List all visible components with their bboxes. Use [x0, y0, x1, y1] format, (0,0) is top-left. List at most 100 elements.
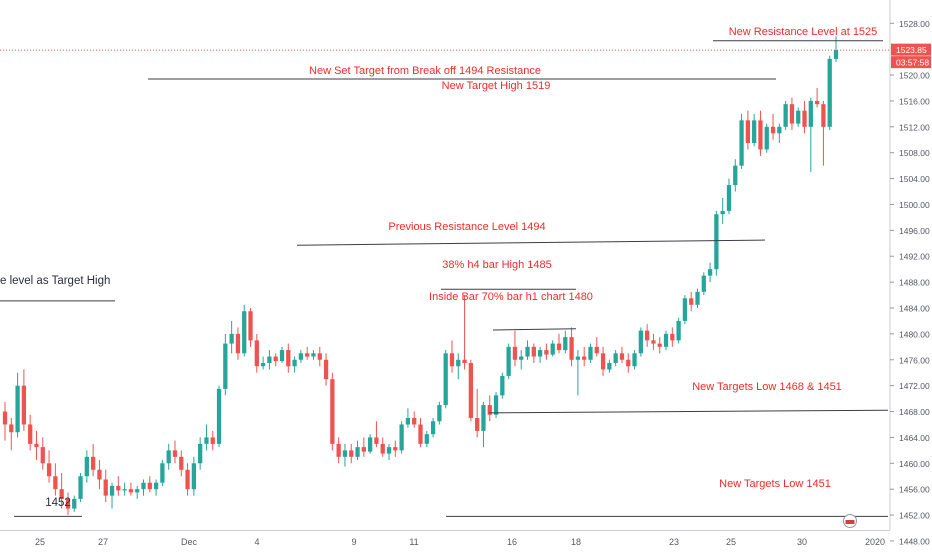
candle-body	[204, 437, 209, 444]
candle-body	[619, 353, 625, 360]
y-tick-label: 1480.00	[899, 329, 930, 339]
y-tick-label: 1520.00	[899, 71, 930, 81]
candle-body	[298, 353, 304, 360]
candle-body	[223, 343, 228, 389]
candle-body	[229, 333, 234, 344]
x-tick-label: 23	[669, 537, 679, 547]
x-tick-label: 4	[254, 537, 259, 547]
candle-body	[657, 343, 662, 347]
candle-body	[147, 482, 152, 490]
annotation-label: New Set Target from Break off 1494 Resis…	[309, 65, 541, 77]
candle-body	[752, 120, 757, 143]
candle-body	[367, 437, 373, 452]
candle-body	[311, 353, 316, 357]
candle-body	[279, 350, 285, 362]
candle-body	[97, 469, 102, 480]
y-tick-label: 1504.00	[899, 174, 930, 184]
candle-body	[9, 424, 14, 433]
candle-body	[386, 447, 392, 454]
candle-body	[456, 359, 461, 367]
candle-body	[789, 104, 795, 124]
x-tick-label: 18	[571, 537, 581, 547]
candle-body	[707, 269, 713, 276]
candle-body	[430, 421, 436, 435]
annotations: New Resistance Level at 1525 New Set Targ…	[0, 26, 877, 509]
candle-body	[651, 340, 656, 344]
countdown-tag	[891, 56, 931, 69]
candle-body	[468, 363, 474, 418]
candle-body	[342, 450, 348, 457]
candle-body	[802, 110, 807, 127]
candle-body	[185, 469, 190, 490]
candle-body	[273, 356, 278, 362]
candles	[2, 36, 839, 516]
candle-body	[242, 311, 247, 354]
candle-body	[462, 359, 467, 363]
candle-body	[588, 346, 593, 360]
candle-body	[380, 443, 385, 454]
candle-body	[487, 405, 492, 415]
candle-body	[493, 395, 499, 415]
candle-body	[550, 343, 555, 355]
candle-body	[449, 353, 455, 367]
candle-body	[726, 185, 732, 211]
candle-body	[682, 298, 688, 321]
trend-line-inside-bar-1480[interactable]	[492, 328, 577, 331]
annotation-label: e level as Target High	[0, 275, 110, 287]
candle-body	[569, 337, 574, 360]
candle-body	[166, 450, 171, 464]
candle-body	[179, 456, 184, 470]
candle-body	[248, 311, 253, 341]
candle-body	[600, 353, 606, 370]
candle-body	[758, 120, 763, 150]
time-axis: 25 27 Dec 4 9 11 16 18 23 25 30 2020	[0, 530, 890, 547]
y-tick-label: 1488.00	[899, 278, 930, 288]
candle-body	[814, 100, 820, 105]
candle-body	[128, 489, 134, 493]
x-tick-label: 16	[507, 537, 517, 547]
candle-body	[701, 275, 706, 292]
candle-body	[745, 120, 751, 143]
candle-body	[632, 353, 637, 367]
candle-body	[821, 104, 826, 127]
candle-body	[254, 340, 259, 367]
candle-body	[739, 120, 744, 166]
candle-body	[783, 104, 788, 127]
candle-body	[141, 482, 146, 490]
y-tick-label: 1500.00	[899, 200, 930, 210]
candle-body	[613, 353, 618, 363]
candle-body	[695, 291, 700, 305]
candle-body	[714, 214, 719, 270]
candle-body	[808, 100, 813, 127]
candle-body	[556, 343, 562, 351]
trend-line-targets-low-1468[interactable]	[488, 409, 889, 414]
y-tick-label: 1472.00	[899, 381, 930, 391]
candle-body	[412, 418, 417, 425]
candle-body	[418, 424, 423, 444]
candle-body	[2, 411, 8, 425]
candle-body	[135, 489, 140, 493]
annotation-label: New Targets Low 1468 & 1451	[692, 381, 842, 393]
candle-body	[777, 126, 782, 134]
candle-body	[323, 359, 329, 380]
candle-body	[393, 447, 398, 451]
trend-line-previous-resistance-1494[interactable]	[296, 239, 766, 246]
annotation-label: New Target High 1519	[442, 80, 551, 92]
x-tick-label: 25	[726, 537, 736, 547]
candle-body	[65, 498, 71, 509]
candle-body	[733, 165, 738, 186]
candle-body	[626, 359, 631, 367]
candle-body	[475, 418, 480, 431]
candle-body	[21, 385, 27, 425]
annotation-label: Inside Bar 70% bar h1 chart 1480	[429, 291, 593, 303]
candle-body	[594, 346, 599, 354]
event-icon[interactable]	[843, 514, 857, 528]
trend-lines	[0, 40, 890, 517]
candle-body	[544, 350, 549, 355]
candle-body	[305, 353, 310, 357]
candle-body	[116, 485, 121, 491]
candle-body	[216, 388, 222, 444]
candle-body	[644, 330, 650, 341]
y-tick-label: 1508.00	[899, 148, 930, 158]
candle-body	[638, 330, 643, 354]
